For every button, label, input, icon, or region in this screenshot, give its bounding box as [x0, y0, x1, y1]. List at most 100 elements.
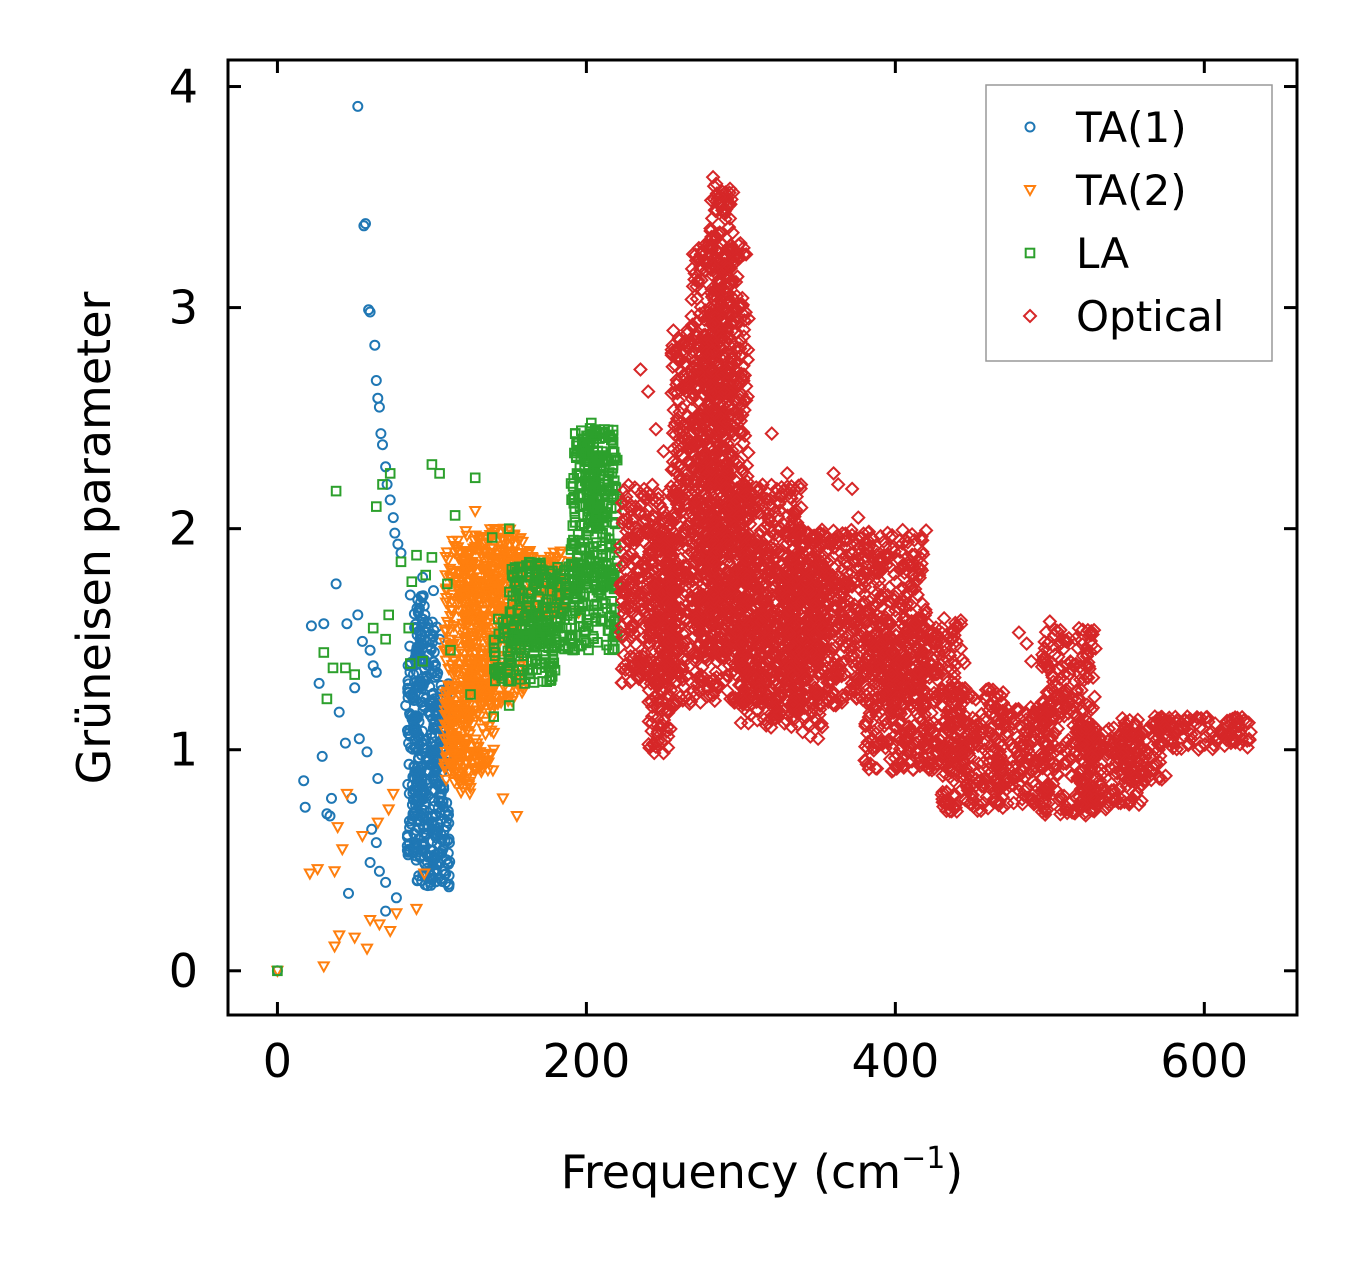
point-optical	[644, 694, 660, 709]
point-ta-1-	[390, 892, 402, 904]
point-ta-2-	[500, 555, 515, 568]
point-ta-2-	[486, 765, 500, 778]
point-ta-2-	[483, 708, 497, 721]
point-ta-1-	[339, 737, 351, 749]
point-ta-2-	[438, 709, 452, 723]
point-ta-2-	[443, 624, 457, 637]
point-ta-2-	[442, 725, 456, 738]
point-ta-2-	[465, 574, 480, 587]
point-ta-1-	[318, 618, 330, 630]
point-ta-1-	[407, 722, 419, 734]
point-optical	[616, 647, 632, 663]
point-la	[533, 611, 545, 623]
point-ta-2-	[445, 748, 460, 761]
point-optical	[673, 505, 689, 521]
point-ta-1-	[427, 694, 438, 706]
point-optical	[660, 484, 676, 500]
point-ta-1-	[422, 617, 434, 629]
point-optical	[678, 521, 694, 537]
point-optical	[661, 557, 676, 572]
point-la	[582, 523, 594, 534]
point-ta-2-	[478, 693, 493, 706]
point-optical	[647, 612, 663, 628]
point-ta-1-	[413, 833, 425, 845]
point-ta-2-	[438, 760, 452, 773]
point-la	[592, 455, 604, 467]
point-la	[405, 658, 416, 669]
point-la	[584, 472, 595, 484]
point-la	[599, 509, 610, 521]
series-optical	[613, 169, 1259, 823]
point-optical	[652, 700, 668, 716]
point-ta-2-	[490, 589, 504, 603]
point-optical	[646, 745, 662, 761]
point-optical	[665, 359, 681, 375]
point-optical	[643, 676, 659, 691]
point-la	[546, 671, 558, 682]
point-ta-2-	[448, 656, 462, 669]
point-ta-2-	[470, 639, 484, 652]
point-optical	[666, 461, 681, 477]
point-ta-2-	[483, 600, 497, 613]
point-ta-2-	[463, 560, 477, 573]
point-ta-1-	[418, 600, 430, 612]
point-ta-1-	[435, 788, 447, 800]
point-optical	[675, 563, 691, 579]
point-ta-2-	[474, 590, 489, 603]
point-la	[411, 549, 422, 561]
point-ta-1-	[324, 810, 336, 822]
point-ta-2-	[503, 524, 517, 537]
point-la	[449, 510, 461, 521]
point-la	[579, 627, 590, 638]
point-ta-2-	[494, 578, 509, 591]
point-ta-2-	[456, 766, 470, 779]
point-la	[522, 665, 534, 676]
point-la	[591, 465, 603, 477]
point-ta-2-	[504, 547, 519, 560]
point-optical	[667, 506, 682, 522]
point-ta-2-	[493, 567, 507, 580]
point-optical	[644, 715, 660, 731]
point-ta-1-	[421, 856, 433, 868]
point-la	[445, 644, 456, 656]
point-la	[581, 529, 592, 541]
point-la	[594, 468, 605, 480]
point-la	[486, 532, 498, 543]
point-optical	[641, 629, 657, 645]
point-optical	[643, 556, 659, 572]
point-ta-2-	[438, 719, 452, 732]
point-ta-2-	[310, 864, 325, 877]
point-ta-2-	[486, 727, 501, 740]
point-la	[403, 622, 414, 634]
point-ta-2-	[461, 749, 476, 762]
point-optical	[664, 345, 680, 361]
point-ta-1-	[377, 439, 388, 451]
point-ta-1-	[428, 775, 440, 787]
point-ta-2-	[480, 548, 495, 561]
point-la	[272, 965, 283, 977]
point-la	[564, 630, 575, 642]
point-ta-2-	[381, 804, 396, 817]
point-ta-2-	[464, 585, 479, 598]
point-la	[496, 670, 507, 681]
point-ta-1-	[428, 585, 439, 597]
point-ta-2-	[463, 576, 477, 589]
point-ta-1-	[438, 865, 450, 877]
point-optical	[648, 579, 664, 594]
point-ta-1-	[427, 853, 439, 865]
point-ta-2-	[494, 555, 508, 568]
point-ta-2-	[496, 793, 510, 806]
point-optical	[664, 582, 680, 598]
point-optical	[672, 591, 688, 607]
point-ta-2-	[409, 903, 424, 916]
point-la	[537, 645, 549, 657]
point-ta-2-	[440, 686, 454, 699]
point-optical	[656, 712, 672, 728]
point-ta-2-	[478, 750, 492, 763]
point-ta-2-	[446, 605, 460, 618]
point-optical	[708, 664, 724, 680]
point-optical	[641, 569, 656, 585]
point-optical	[646, 595, 662, 611]
point-optical	[641, 612, 656, 628]
point-optical	[650, 734, 666, 750]
